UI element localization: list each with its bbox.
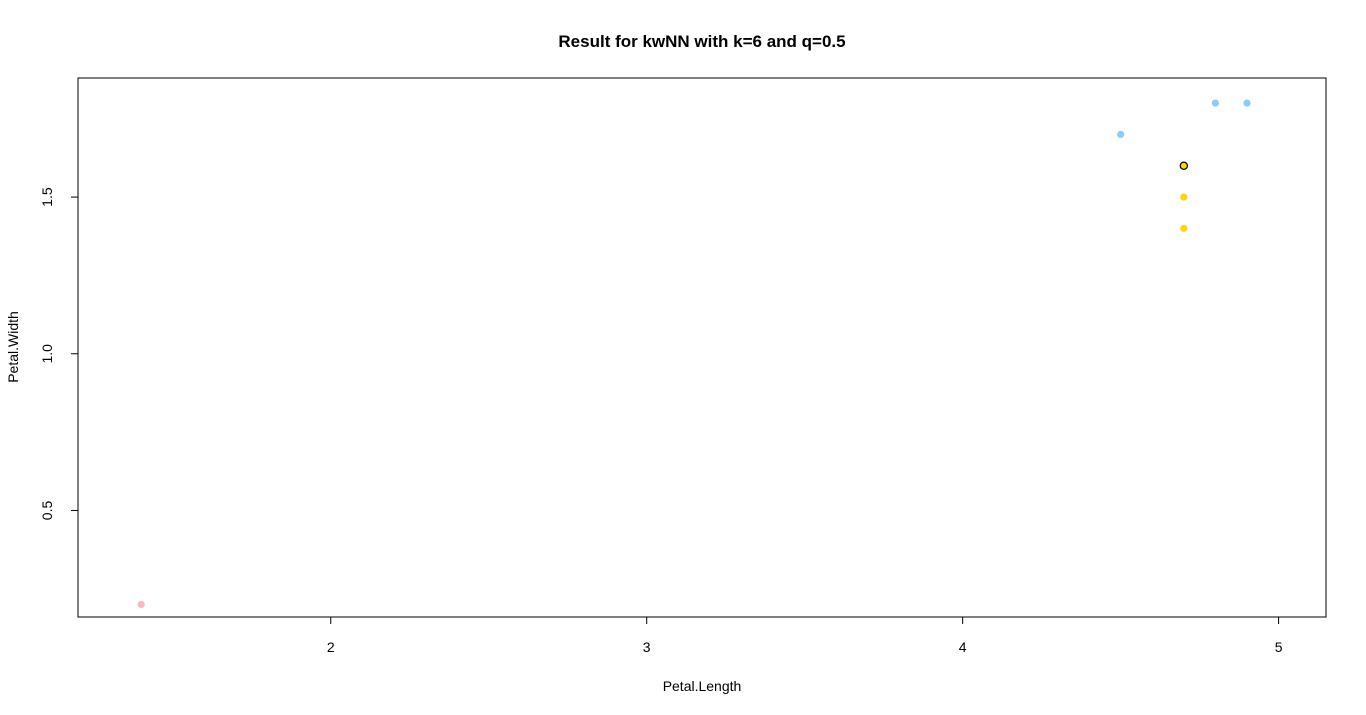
y-axis-label: Petal.Width bbox=[5, 311, 21, 383]
data-point bbox=[137, 600, 145, 609]
data-point bbox=[1243, 99, 1251, 107]
data-points bbox=[137, 99, 1251, 609]
data-point bbox=[1180, 193, 1188, 201]
chart-title: Result for kwNN with k=6 and q=0.5 bbox=[558, 32, 845, 51]
x-tick-label: 3 bbox=[643, 639, 651, 655]
data-point bbox=[1211, 99, 1220, 107]
x-axis-label: Petal.Length bbox=[663, 678, 742, 694]
x-tick-label: 5 bbox=[1275, 639, 1283, 655]
classified-point bbox=[1179, 161, 1189, 170]
x-tick-label: 4 bbox=[959, 639, 967, 655]
y-tick-label: 0.5 bbox=[39, 501, 55, 521]
x-tick-label: 2 bbox=[327, 639, 335, 655]
y-ticks: 0.5 1.0 1.5 bbox=[39, 187, 78, 520]
x-ticks: 2 3 4 5 bbox=[327, 617, 1283, 655]
plot-frame bbox=[77, 77, 1327, 618]
data-point bbox=[1180, 224, 1188, 233]
data-point bbox=[1117, 130, 1125, 139]
y-tick-label: 1.5 bbox=[39, 187, 55, 207]
y-tick-label: 1.0 bbox=[39, 344, 55, 364]
